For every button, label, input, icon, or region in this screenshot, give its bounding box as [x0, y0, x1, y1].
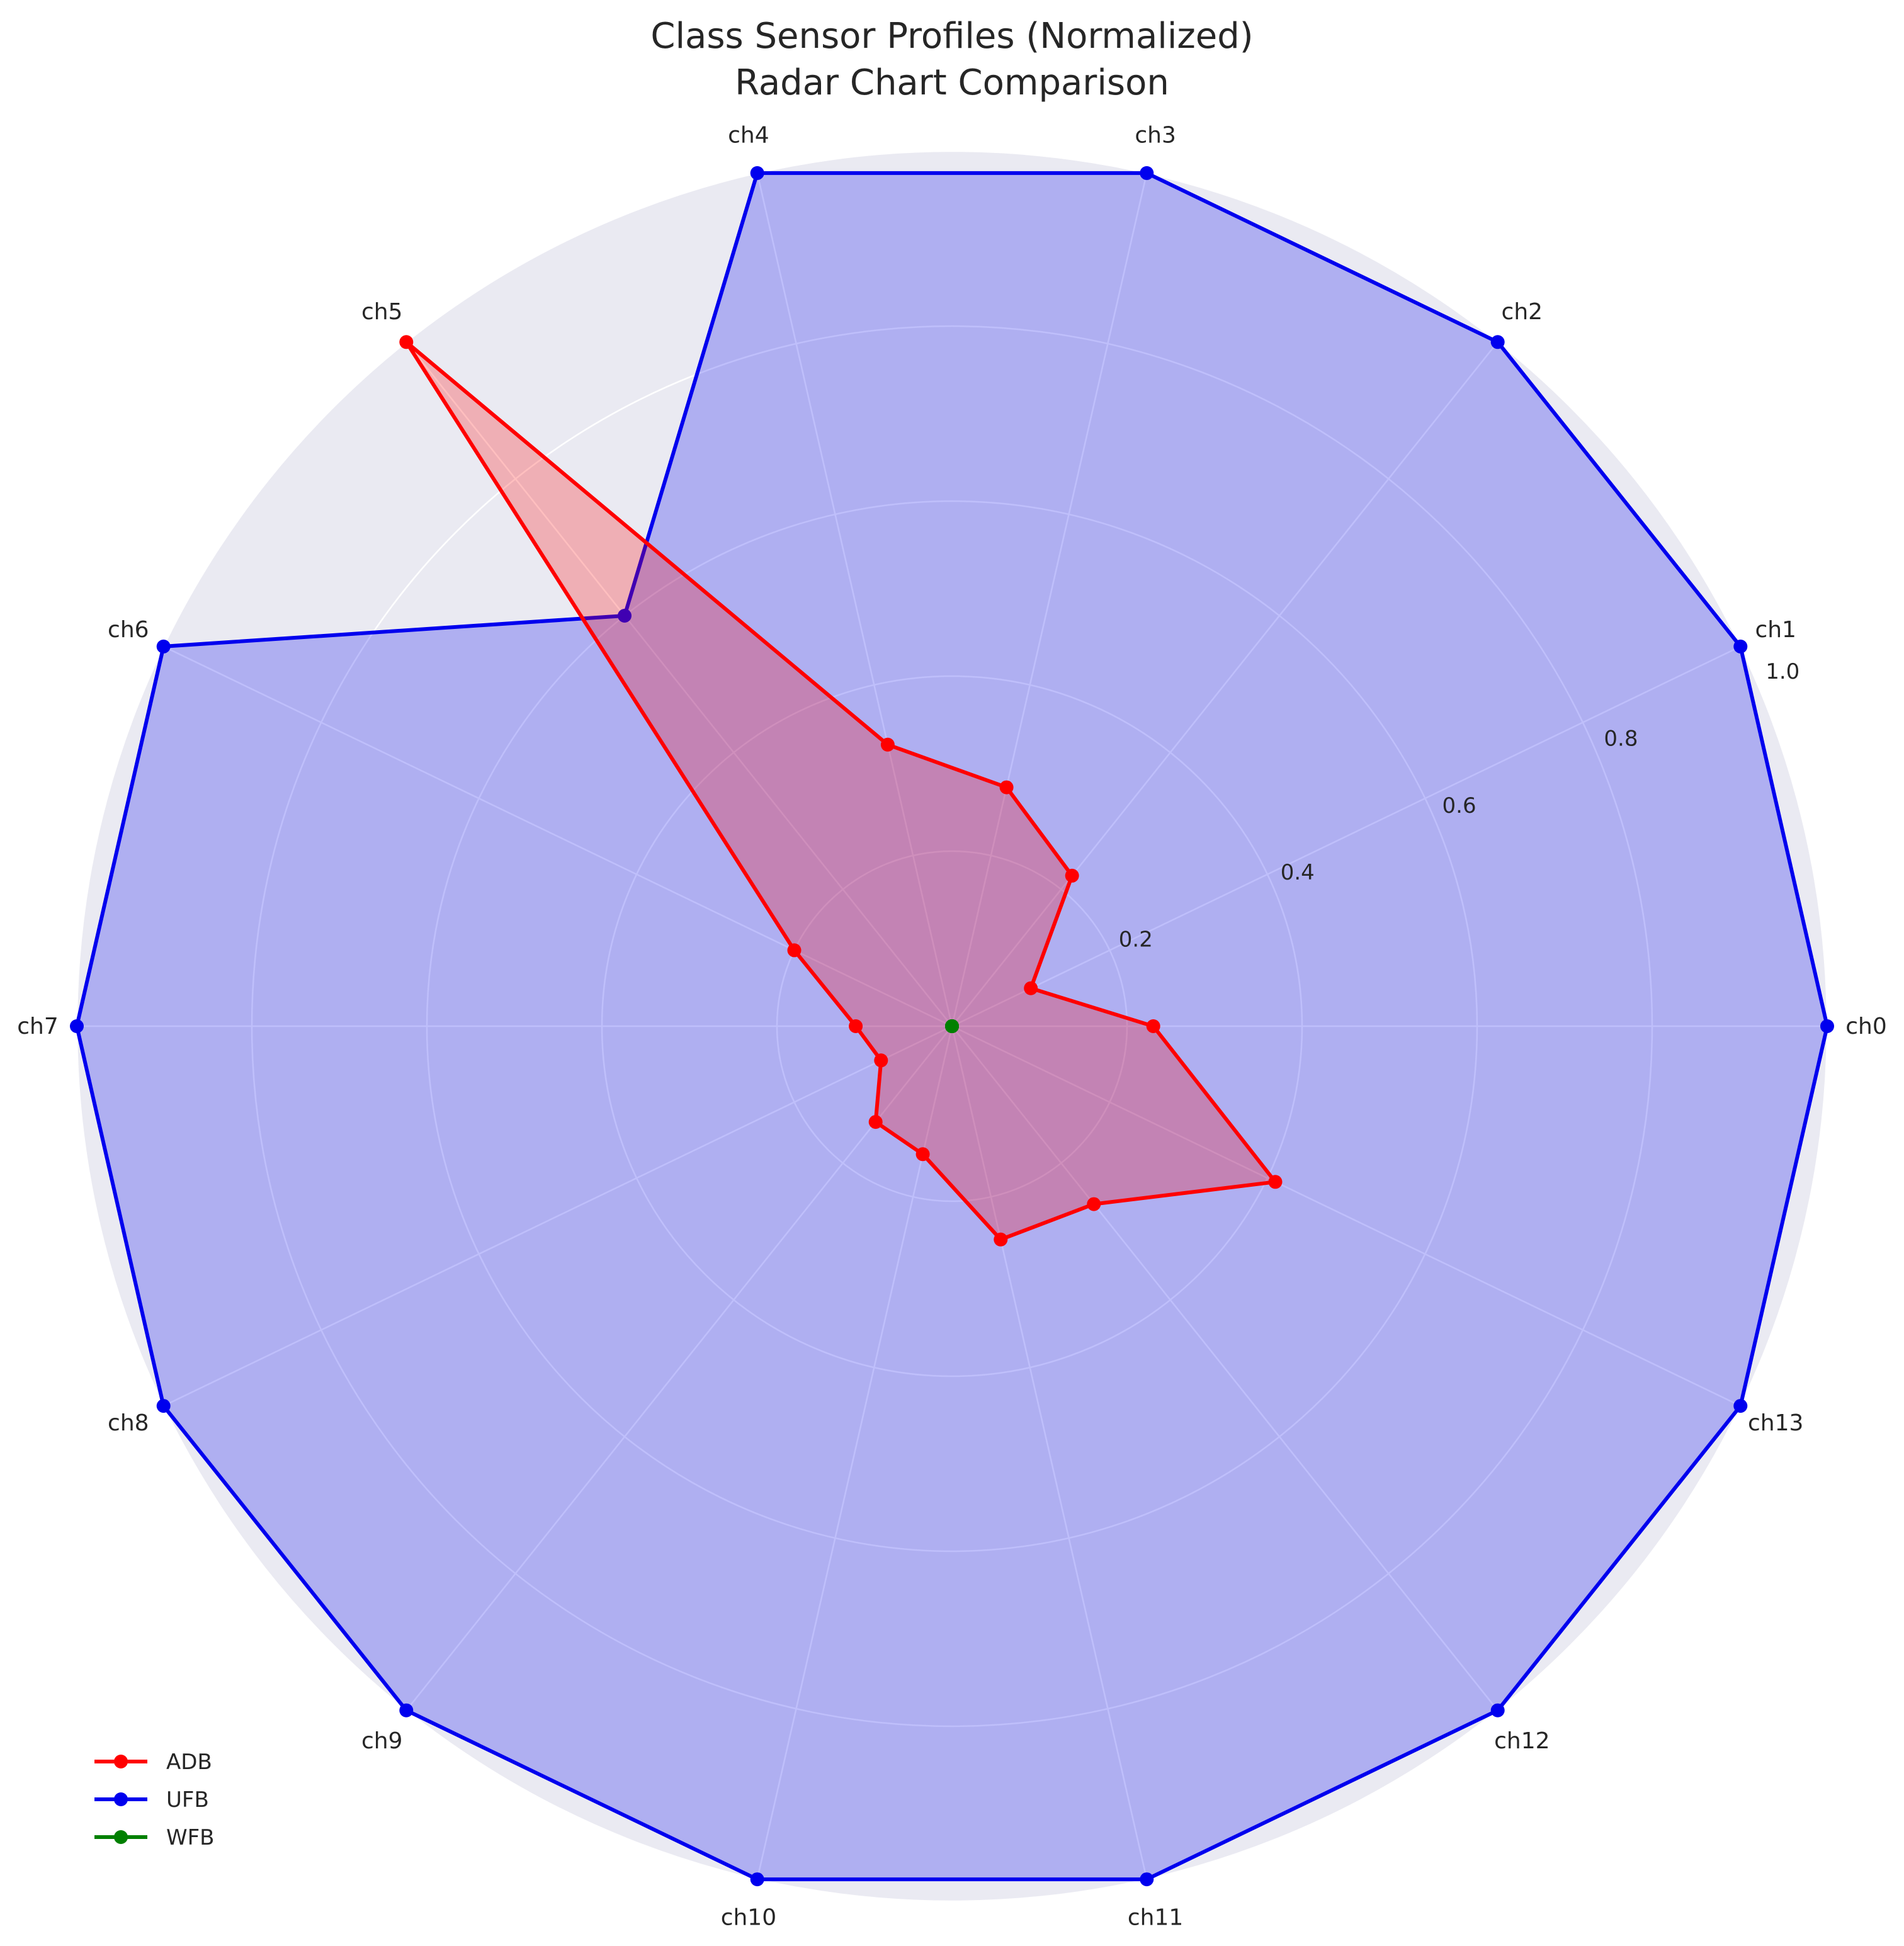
- axis-label-ch12: ch12: [1494, 1728, 1550, 1754]
- axis-labels: ch0 ch1 ch2 ch3 ch4 ch5 ch6 ch7 ch8 ch9 ch10 ch11 ch…: [17, 122, 1887, 1930]
- point-adb-ch6: [787, 943, 802, 958]
- point-ufb-ch5: [618, 609, 632, 623]
- radial-tick-0.6: 0.6: [1442, 793, 1476, 818]
- legend: ADB UFB WFB: [94, 1750, 215, 1850]
- series-layer: [70, 166, 1834, 1887]
- grid-spoke-ch10: [756, 1026, 953, 1880]
- radial-tick-0.4: 0.4: [1281, 860, 1315, 885]
- grid-spoke-ch11: [951, 1026, 1148, 1880]
- point-adb-ch0: [1146, 1019, 1160, 1033]
- point-ufb-ch3: [1140, 166, 1154, 180]
- series-fill-adb: [406, 342, 1276, 1240]
- grid-spoke-ch12: [951, 1026, 1499, 1711]
- grid-spoke-ch13: [951, 1025, 1741, 1407]
- point-ufb-ch4: [750, 166, 764, 180]
- point-adb-ch3: [999, 780, 1014, 795]
- point-adb-ch11: [994, 1232, 1008, 1247]
- point-adb-ch13: [1268, 1175, 1283, 1189]
- point-ufb-ch7: [70, 1019, 84, 1033]
- point-adb-ch1: [1024, 981, 1038, 995]
- legend-label-ufb: UFB: [166, 1787, 209, 1813]
- axis-label-ch11: ch11: [1128, 1905, 1183, 1931]
- point-adb-ch5: [399, 335, 414, 349]
- axis-label-ch3: ch3: [1135, 122, 1176, 148]
- point-adb-ch8: [874, 1053, 888, 1068]
- point-adb-ch12: [1087, 1197, 1101, 1211]
- point-adb-ch2: [1065, 868, 1079, 883]
- polar-grid: [76, 150, 1828, 1903]
- axis-label-ch7: ch7: [17, 1014, 59, 1039]
- axis-label-ch1: ch1: [1755, 617, 1796, 643]
- radial-tick-0.8: 0.8: [1604, 727, 1638, 752]
- point-ufb-ch13: [1733, 1399, 1748, 1413]
- radial-tick-labels: 0.2 0.4 0.6 0.8 1.0: [1119, 659, 1799, 953]
- legend-marker-ufb: [114, 1792, 128, 1806]
- point-wfb-ch13: [945, 1019, 959, 1033]
- point-ufb-ch8: [156, 1399, 171, 1413]
- grid-spoke-ch8: [163, 1025, 953, 1407]
- chart-subtitle: Radar Chart Comparison: [735, 62, 1169, 103]
- point-ufb-ch10: [750, 1872, 764, 1887]
- point-adb-ch7: [849, 1019, 863, 1033]
- point-ufb-ch2: [1490, 335, 1505, 349]
- legend-marker-wfb: [114, 1830, 128, 1844]
- point-adb-ch9: [868, 1115, 883, 1129]
- point-ufb-ch6: [156, 639, 171, 653]
- grid-spoke-ch4: [756, 173, 953, 1027]
- point-adb-ch4: [880, 737, 895, 752]
- grid-spoke-ch1: [951, 645, 1741, 1027]
- axis-label-ch10: ch10: [721, 1905, 776, 1931]
- point-ufb-ch0: [1820, 1019, 1834, 1033]
- grid-spoke-ch3: [951, 173, 1148, 1027]
- axis-label-ch6: ch6: [108, 617, 149, 643]
- point-ufb-ch11: [1140, 1872, 1154, 1887]
- grid-spoke-ch5: [405, 341, 953, 1027]
- point-ufb-ch9: [399, 1703, 414, 1717]
- legend-marker-adb: [114, 1755, 128, 1768]
- axis-label-ch13: ch13: [1748, 1410, 1803, 1436]
- grid-spoke-ch9: [405, 1026, 953, 1711]
- legend-label-adb: ADB: [166, 1750, 212, 1775]
- axis-label-ch9: ch9: [361, 1728, 403, 1754]
- axis-label-ch5: ch5: [361, 299, 403, 325]
- grid-spoke-ch2: [951, 341, 1499, 1027]
- radial-tick-0.2: 0.2: [1119, 927, 1153, 953]
- axis-label-ch8: ch8: [108, 1410, 149, 1436]
- radial-tick-1.0: 1.0: [1765, 659, 1799, 684]
- legend-label-wfb: WFB: [166, 1825, 215, 1850]
- axis-label-ch4: ch4: [728, 122, 769, 148]
- point-ufb-ch12: [1490, 1703, 1505, 1717]
- chart-title: Class Sensor Profiles (Normalized): [650, 16, 1253, 57]
- axis-label-ch2: ch2: [1502, 299, 1543, 325]
- axis-label-ch0: ch0: [1845, 1014, 1887, 1039]
- point-adb-ch10: [915, 1147, 930, 1162]
- point-ufb-ch1: [1733, 639, 1748, 653]
- grid-spoke-ch6: [163, 645, 953, 1027]
